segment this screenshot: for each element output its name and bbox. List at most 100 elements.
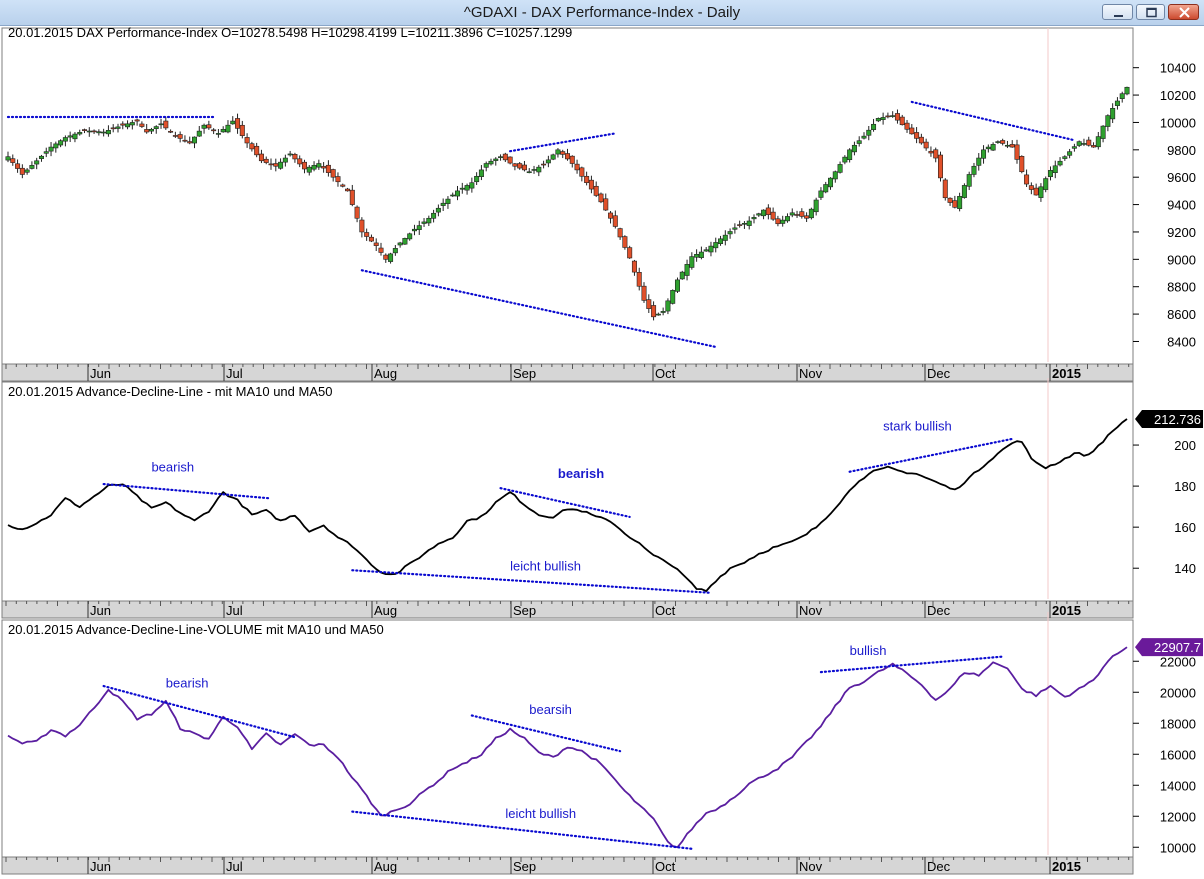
adl-trendline bbox=[499, 487, 631, 518]
candle bbox=[660, 307, 666, 316]
candle bbox=[153, 125, 159, 134]
candle bbox=[512, 162, 518, 171]
candle bbox=[1105, 114, 1111, 132]
x-tick-label-sep: Sep bbox=[513, 859, 536, 874]
bull-candle-body bbox=[426, 217, 432, 224]
candle bbox=[426, 215, 432, 227]
bull-candle-body bbox=[784, 216, 790, 222]
candle bbox=[636, 267, 642, 291]
adl-trendline bbox=[102, 482, 273, 500]
bear-candle-body bbox=[937, 154, 943, 179]
bull-candle-body bbox=[985, 146, 991, 150]
bull-candle-body bbox=[431, 212, 437, 219]
candle bbox=[459, 182, 465, 194]
bear-candle-body bbox=[588, 179, 594, 190]
candle bbox=[311, 161, 317, 172]
bear-candle-body bbox=[235, 118, 241, 129]
bull-candle-body bbox=[694, 254, 700, 258]
bull-candle-body bbox=[62, 137, 68, 142]
candle bbox=[598, 192, 604, 204]
candle bbox=[125, 120, 131, 130]
candle bbox=[1024, 169, 1030, 188]
bull-candle-body bbox=[698, 251, 704, 258]
candle bbox=[923, 138, 929, 151]
candle bbox=[789, 208, 795, 218]
candle bbox=[894, 109, 900, 124]
x-tick-label-aug: Aug bbox=[374, 603, 397, 618]
bear-candle-body bbox=[928, 150, 934, 154]
bull-candle-body bbox=[655, 313, 661, 316]
candle bbox=[91, 129, 97, 134]
bear-candle-body bbox=[292, 153, 298, 160]
candle bbox=[120, 121, 126, 130]
bull-candle-body bbox=[966, 174, 972, 187]
bull-candle-body bbox=[1076, 141, 1082, 146]
bull-candle-body bbox=[1052, 165, 1058, 174]
x-tick-label-2015: 2015 bbox=[1052, 366, 1081, 381]
candle bbox=[402, 237, 408, 245]
bull-candle-body bbox=[402, 238, 408, 245]
candle bbox=[62, 135, 68, 147]
bull-candle-body bbox=[435, 207, 441, 213]
candle bbox=[325, 160, 331, 177]
candle bbox=[708, 241, 714, 257]
candle bbox=[804, 212, 810, 222]
candle bbox=[345, 187, 351, 192]
candle bbox=[235, 113, 241, 134]
y-tick-label: 16000 bbox=[1160, 747, 1196, 762]
candle bbox=[1004, 140, 1010, 149]
maximize-button[interactable] bbox=[1136, 4, 1165, 20]
bull-candle-body bbox=[77, 132, 83, 135]
candle bbox=[574, 159, 580, 174]
bear-candle-body bbox=[335, 176, 341, 183]
bull-candle-body bbox=[866, 129, 872, 136]
close-button[interactable] bbox=[1168, 4, 1199, 20]
candle bbox=[1052, 160, 1058, 179]
candle bbox=[158, 118, 164, 129]
candle bbox=[593, 181, 599, 198]
bear-candle-body bbox=[617, 228, 623, 238]
candle bbox=[679, 270, 685, 280]
adl-volume-chart-title: 20.01.2015 Advance-Decline-Line-VOLUME m… bbox=[8, 622, 384, 637]
bull-candle-body bbox=[823, 184, 829, 193]
bull-candle-body bbox=[684, 264, 690, 276]
candle bbox=[990, 142, 996, 151]
window-title: ^GDAXI - DAX Performance-Index - Daily bbox=[463, 4, 741, 21]
bull-candle-body bbox=[1047, 170, 1053, 178]
x-axis-strip bbox=[1, 600, 1134, 619]
adl-volume-trendline bbox=[819, 655, 1004, 674]
bull-candle-body bbox=[856, 140, 862, 144]
adl-volume-last-value-tag: 22907.7 bbox=[1135, 638, 1203, 657]
bull-candle-body bbox=[440, 202, 446, 206]
bull-candle-body bbox=[746, 220, 752, 226]
bull-candle-body bbox=[536, 166, 542, 173]
y-tick-label: 20000 bbox=[1160, 685, 1196, 700]
bull-candle-body bbox=[1057, 160, 1063, 166]
candle bbox=[1019, 155, 1025, 174]
minimize-button[interactable] bbox=[1102, 4, 1133, 20]
bear-candle-body bbox=[120, 123, 126, 126]
candle bbox=[933, 147, 939, 163]
candle bbox=[856, 136, 862, 147]
candle bbox=[192, 136, 198, 149]
candle bbox=[813, 197, 819, 216]
candle bbox=[770, 207, 776, 221]
bull-candle-body bbox=[808, 208, 814, 219]
bull-candle-body bbox=[474, 175, 480, 183]
candle bbox=[871, 118, 877, 132]
bull-candle-body bbox=[86, 130, 92, 133]
y-tick-label: 9800 bbox=[1167, 143, 1196, 158]
bear-candle-body bbox=[297, 158, 303, 165]
x-tick-label-jul: Jul bbox=[226, 603, 243, 618]
candle bbox=[713, 237, 719, 253]
charts-area: 20.01.2015 DAX Performance-Index O=10278… bbox=[1, 26, 1203, 875]
bear-candle-body bbox=[177, 134, 183, 139]
candle bbox=[421, 218, 427, 227]
candle bbox=[431, 209, 437, 223]
adl-volume-plot-frame bbox=[1, 619, 1134, 858]
bear-candle-body bbox=[378, 247, 384, 253]
bull-candle-body bbox=[813, 199, 819, 213]
bear-candle-body bbox=[564, 153, 570, 160]
bull-candle-body bbox=[282, 157, 288, 163]
bear-candle-body bbox=[517, 163, 523, 169]
